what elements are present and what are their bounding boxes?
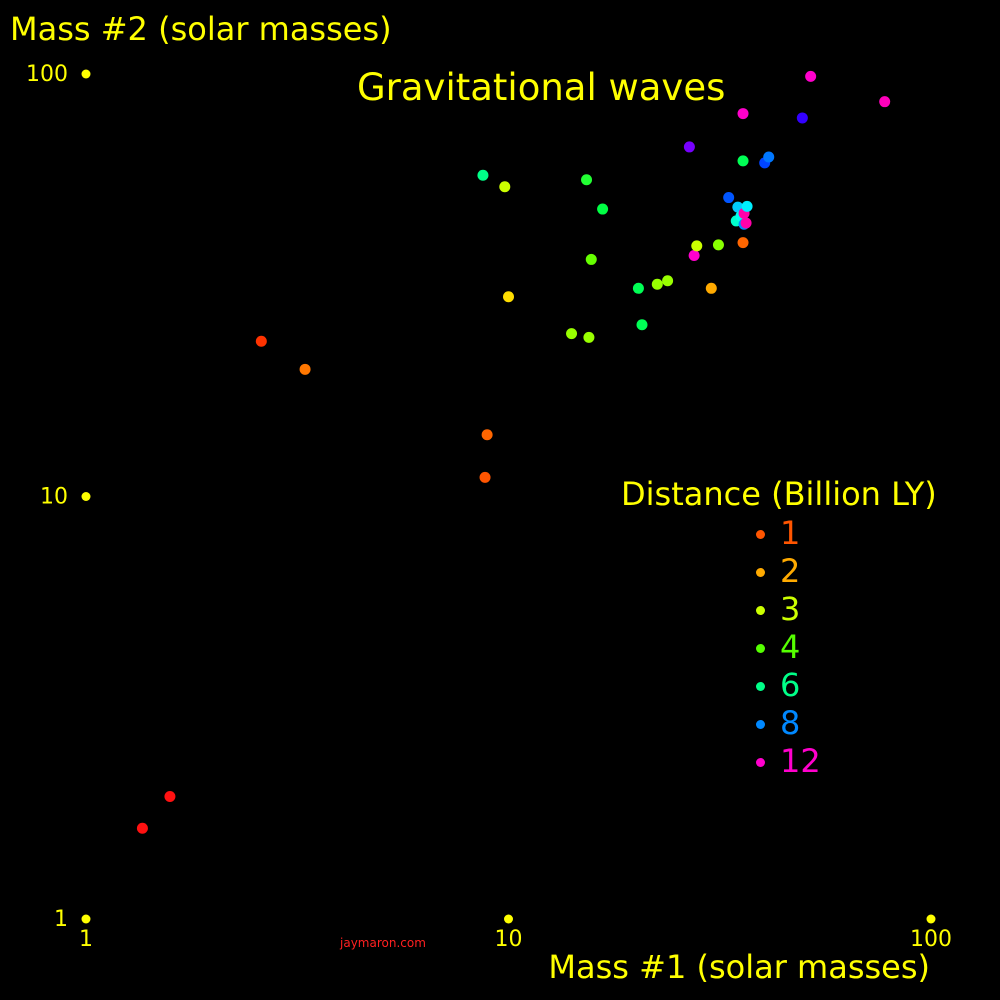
data-points [136, 70, 891, 834]
y-tick-mark [81, 492, 91, 501]
data-point [255, 335, 267, 347]
axis-ticks: 1 10 100 1 10 100 [26, 62, 952, 952]
data-point [481, 429, 493, 441]
x-tick-label: 100 [910, 927, 952, 952]
data-point [299, 363, 311, 375]
legend-title: Distance (Billion LY) [621, 475, 937, 513]
x-tick-label: 10 [495, 927, 523, 952]
data-point [632, 282, 644, 294]
legend-marker [756, 758, 765, 767]
legend-marker [756, 606, 765, 615]
y-tick-label: 1 [54, 907, 68, 932]
legend-marker [756, 644, 765, 653]
legend-label: 3 [780, 590, 801, 628]
data-point [805, 70, 817, 82]
legend-label: 12 [780, 742, 821, 780]
data-point [740, 217, 752, 229]
data-point [737, 108, 749, 120]
y-tick-label: 10 [40, 485, 68, 510]
data-point [164, 790, 176, 802]
legend-marker [756, 568, 765, 577]
data-point [737, 155, 749, 167]
x-tick-label: 1 [79, 927, 93, 952]
legend-label: 8 [780, 704, 801, 742]
legend-label: 4 [780, 628, 801, 666]
credit-text: jaymaron.com [340, 936, 426, 950]
data-point [737, 237, 749, 249]
legend-label: 6 [780, 666, 801, 704]
legend-label: 1 [780, 514, 801, 552]
data-point [477, 169, 489, 181]
legend-label: 2 [780, 552, 801, 590]
x-tick-mark [81, 914, 91, 924]
legend-marker [756, 720, 765, 729]
legend-marker [756, 530, 765, 539]
data-point [691, 240, 703, 252]
data-point [879, 96, 891, 108]
y-axis-label: Mass #2 (solar masses) [10, 10, 392, 48]
data-point [651, 278, 663, 290]
x-tick-mark [926, 914, 936, 924]
y-tick-label: 100 [26, 62, 68, 87]
data-point [683, 141, 695, 153]
data-point [741, 200, 753, 212]
data-point [597, 203, 609, 215]
data-point [662, 275, 674, 287]
data-point [581, 174, 593, 186]
data-point [583, 331, 595, 343]
y-tick-mark [81, 69, 91, 79]
data-point [723, 192, 735, 204]
data-point [503, 291, 514, 303]
data-point [763, 151, 775, 163]
data-point [688, 249, 700, 261]
data-point [499, 181, 511, 193]
data-point [136, 822, 148, 834]
chart-title: Gravitational waves [357, 66, 726, 109]
data-point [566, 328, 578, 340]
data-point [796, 112, 808, 124]
data-point [636, 319, 648, 331]
x-tick-mark [504, 914, 513, 924]
data-point [479, 471, 491, 483]
x-axis-label: Mass #1 (solar masses) [548, 948, 930, 986]
legend-marker [756, 682, 765, 691]
data-point [585, 253, 597, 265]
data-point [712, 239, 724, 251]
data-point [705, 282, 717, 294]
